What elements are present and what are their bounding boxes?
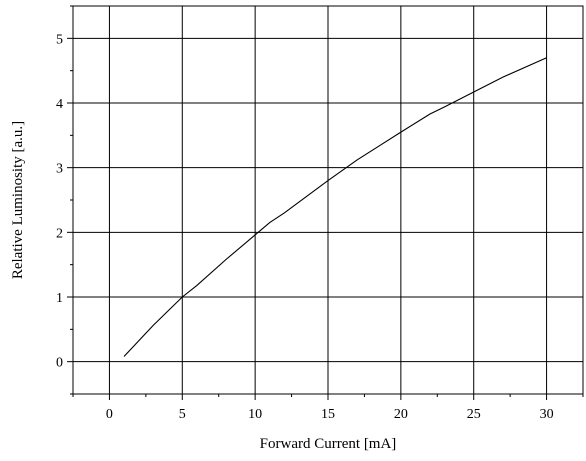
y-tick-label: 2 [56, 226, 63, 241]
grid [73, 6, 583, 394]
x-tick-label: 30 [540, 407, 554, 422]
x-tick-label: 20 [394, 407, 408, 422]
y-tick-label: 1 [56, 291, 63, 306]
series-line [123, 57, 547, 357]
x-axis-title: Forward Current [mA] [260, 436, 397, 452]
series-layer [123, 57, 547, 357]
y-tick-label: 5 [56, 32, 63, 47]
y-axis-title: Relative Luminosity [a.u.] [10, 121, 26, 279]
x-tick-label: 15 [321, 407, 335, 422]
x-tick-label: 5 [179, 407, 186, 422]
x-tick-label: 25 [467, 407, 481, 422]
y-tick-label: 4 [56, 97, 63, 112]
axis-ticks [67, 5, 584, 400]
y-tick-labels: 0 1 2 3 4 5 [56, 32, 63, 370]
y-tick-label: 0 [56, 356, 63, 371]
x-tick-labels: 0 5 10 15 20 25 30 [106, 407, 554, 422]
x-tick-label: 10 [248, 407, 262, 422]
x-tick-label: 0 [106, 407, 113, 422]
y-tick-label: 3 [56, 162, 63, 177]
